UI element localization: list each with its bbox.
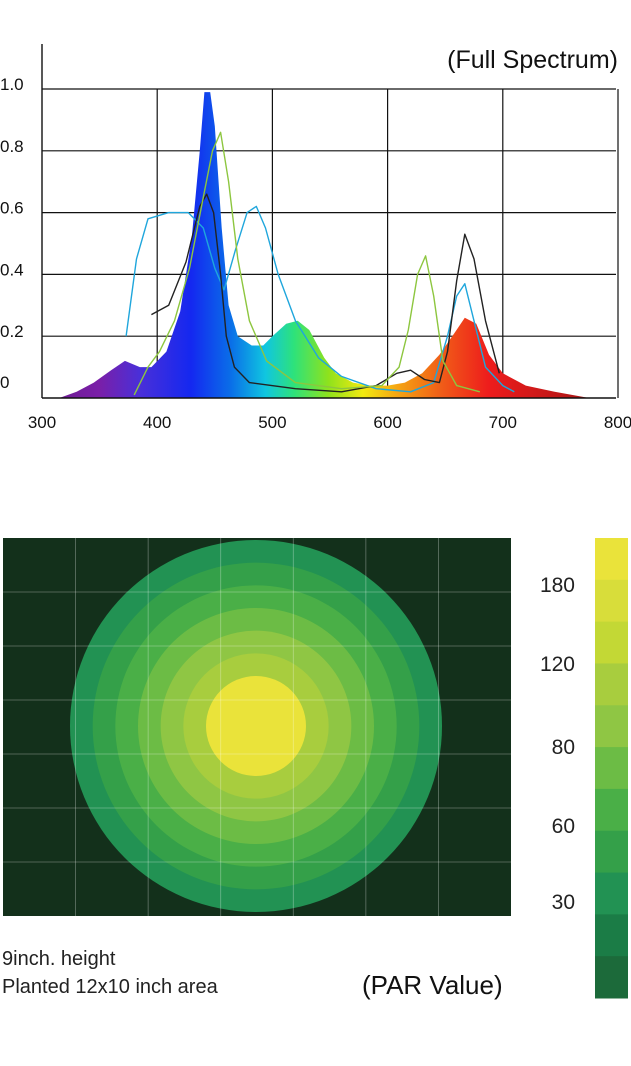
spectrum-line-series-2 — [151, 193, 500, 393]
spectrum-area-series — [59, 92, 590, 398]
spectrum-line-series-1 — [125, 205, 515, 393]
par-legend-swatch — [595, 663, 628, 706]
spectrum-series-layer — [59, 92, 590, 398]
x-tick-label: 800 — [604, 413, 631, 432]
par-legend-swatch — [595, 914, 628, 957]
par-legend-swatch — [595, 705, 628, 748]
par-ring-level-5 — [92, 562, 420, 890]
par-legend-swatch — [595, 747, 628, 790]
par-legend: 180 120 80 60 30 — [540, 538, 628, 999]
y-tick-label: 0.8 — [0, 137, 24, 156]
par-legend-tick: 120 — [540, 653, 575, 676]
par-legend-swatch — [595, 788, 628, 832]
par-legend-tick: 30 — [552, 891, 575, 914]
x-tick-label: 300 — [28, 413, 56, 432]
x-tick-label: 700 — [489, 413, 517, 432]
x-tick-label: 500 — [258, 413, 286, 432]
spectrum-line-series-3 — [133, 131, 480, 396]
height-note: 9inch. height — [2, 948, 116, 970]
x-tick-labels: 300 400 500 600 700 800 — [28, 413, 631, 432]
y-tick-label: 0 — [0, 373, 9, 392]
y-tick-label: 0.6 — [0, 199, 24, 218]
par-legend-tick: 180 — [540, 574, 575, 597]
par-legend-swatch — [595, 538, 628, 581]
par-chart-title: (PAR Value) — [362, 970, 503, 1000]
y-tick-label: 1.0 — [0, 75, 24, 94]
par-legend-swatch — [595, 621, 628, 664]
par-ring-level-1 — [183, 653, 329, 799]
par-map-background — [3, 538, 511, 916]
y-tick-label: 0.2 — [0, 322, 24, 341]
par-legend-swatch — [595, 956, 628, 999]
y-tick-label: 0.4 — [0, 260, 24, 279]
spectrum-chart: 300 400 500 600 700 800 0 0.2 0.4 0.6 0.8 1.0 (Ful… — [0, 44, 631, 432]
par-ring-level-4 — [115, 585, 397, 867]
par-legend-swatch — [595, 579, 628, 623]
par-map — [3, 538, 511, 916]
x-tick-label: 600 — [373, 413, 401, 432]
spectrum-axes — [41, 44, 616, 399]
spectrum-chart-title: (Full Spectrum) — [447, 46, 618, 74]
x-tick-label: 400 — [143, 413, 171, 432]
spectrum-grid — [42, 88, 619, 398]
area-note: Planted 12x10 inch area — [2, 976, 218, 998]
par-legend-tick: 60 — [552, 815, 575, 838]
par-ring-level-2 — [160, 630, 352, 822]
par-legend-swatch — [595, 872, 628, 915]
y-tick-labels: 0 0.2 0.4 0.6 0.8 1.0 — [0, 75, 24, 392]
par-legend-tick: 80 — [552, 736, 575, 759]
par-ring-level-3 — [138, 608, 374, 844]
par-ring-level-0 — [206, 676, 306, 776]
par-ring-level-6 — [70, 540, 442, 912]
par-legend-swatch — [595, 830, 628, 874]
